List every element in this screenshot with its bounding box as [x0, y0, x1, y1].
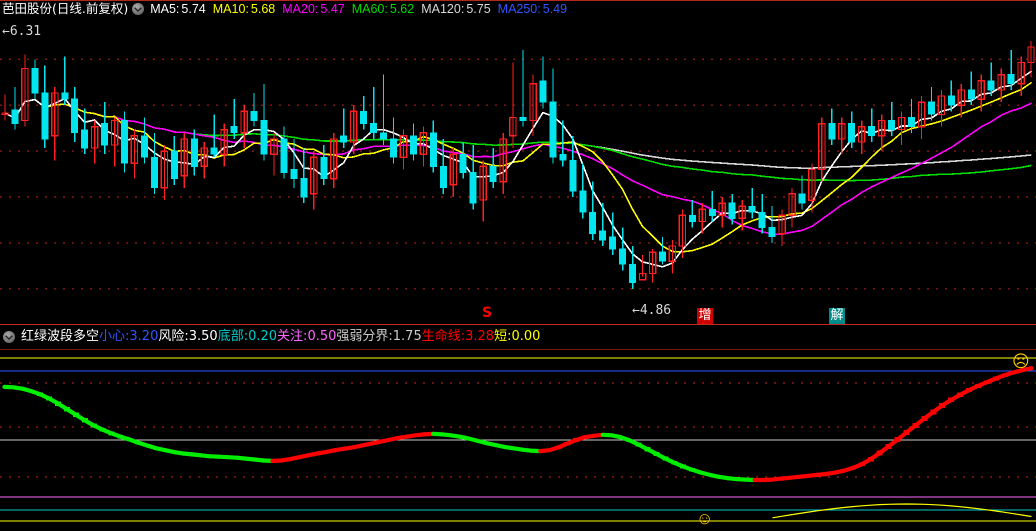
price-chart-pane[interactable]: [0, 18, 1036, 324]
qiangruofenjie-label: 强弱分界:: [336, 329, 393, 344]
indicator-chart-pane[interactable]: [0, 350, 1036, 531]
ma10-value: 5.68: [250, 2, 276, 16]
duan-label: 短:: [494, 329, 512, 344]
ma5-key: MA5:: [150, 2, 180, 16]
price-pane-header: 芭田股份(日线.前复权) MA5: 5.74 MA10: 5.68 MA20: 5.4…: [0, 0, 1036, 18]
ma60-value: 5.62: [389, 2, 415, 16]
signal-marker-zeng[interactable]: 增: [697, 308, 713, 324]
indicator-field-shengmingxian: 生命线:3.28: [422, 326, 494, 348]
ma250-key: MA250:: [497, 2, 541, 16]
indicator-field-duan: 短:0.00: [494, 326, 540, 348]
qiangruofenjie-value: 1.75: [392, 329, 422, 344]
ma120-key: MA120:: [421, 2, 465, 16]
ma-legend-ma10: MA10: 5.68: [213, 0, 275, 18]
ma20-value: 5.47: [320, 2, 345, 16]
pane-divider-top: [0, 324, 1036, 325]
indicator-chevron-down-icon[interactable]: [3, 331, 15, 343]
signal-marker-s[interactable]: S: [481, 305, 493, 321]
fengxian-value: 3.50: [188, 329, 218, 344]
pane-divider-bottom: [0, 349, 1036, 350]
shengmingxian-label: 生命线:: [421, 329, 466, 344]
guanzhu-label: 关注:: [277, 329, 308, 344]
xiaoxin-label: 小心:: [99, 329, 130, 344]
indicator-field-dibu: 底部:0.20: [218, 326, 277, 348]
bandwidth-indicator-chart: [0, 357, 1036, 522]
ma60-key: MA60:: [351, 2, 388, 16]
ma20-key: MA20:: [282, 2, 319, 16]
high-price-label: ←6.31: [2, 24, 42, 39]
duan-value: 0.00: [511, 329, 541, 344]
ma250-value: 5.49: [542, 2, 568, 16]
ma120-value: 5.75: [466, 2, 491, 16]
indicator-pane-header: 红绿波段多空 小心:3.20 风险:3.50 底部:0.20 关注:0.50 强…: [0, 326, 1036, 348]
indicator-name[interactable]: 红绿波段多空: [21, 329, 100, 344]
ma-legend-ma120: MA120: 5.75: [421, 0, 490, 18]
symbol-title[interactable]: 芭田股份(日线.前复权): [2, 1, 129, 16]
sad-face-marker[interactable]: ☹: [1012, 352, 1030, 371]
dibu-value: 0.20: [248, 329, 278, 344]
candlestick-chart: [0, 40, 1036, 290]
ma5-value: 5.74: [181, 2, 206, 16]
guanzhu-value: 0.50: [307, 329, 337, 344]
chevron-down-icon[interactable]: [132, 3, 145, 15]
fengxian-label: 风险:: [158, 329, 189, 344]
ma-legend-ma250: MA250: 5.49: [498, 0, 567, 18]
happy-face-marker[interactable]: ☺: [696, 509, 714, 528]
ma-legend-ma60: MA60: 5.62: [352, 0, 414, 18]
indicator-field-guanzhu: 关注:0.50: [277, 326, 336, 348]
ma-legend-ma5: MA5: 5.74: [150, 0, 206, 18]
indicator-field-xiaoxin: 小心:3.20: [99, 326, 158, 348]
low-price-label: ←4.86: [632, 303, 672, 318]
indicator-field-qiangruofenjie: 强弱分界:1.75: [336, 326, 421, 348]
dibu-label: 底部:: [217, 329, 249, 344]
indicator-field-fengxian: 风险:3.50: [158, 326, 217, 348]
ma10-key: MA10:: [212, 2, 249, 16]
shengmingxian-value: 3.28: [465, 329, 495, 344]
xiaoxin-value: 3.20: [129, 329, 159, 344]
signal-marker-jie[interactable]: 解: [829, 308, 845, 324]
window-top-border: [0, 0, 1036, 1]
ma-legend-ma20: MA20: 5.47: [282, 0, 344, 18]
